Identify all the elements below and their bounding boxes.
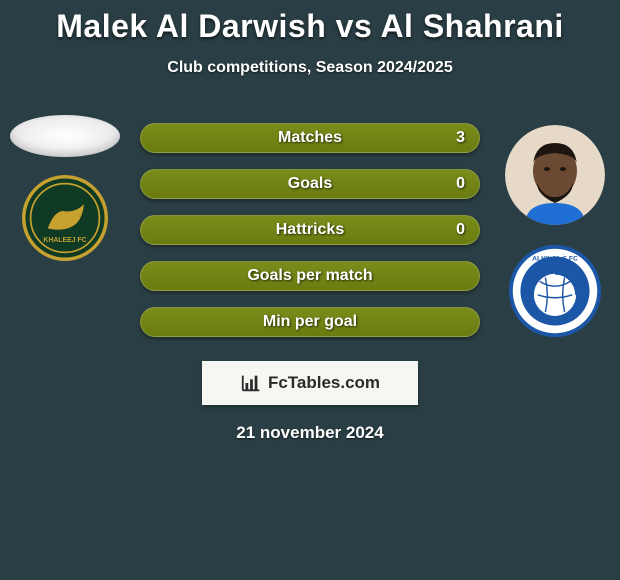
svg-text:KHALEEJ FC: KHALEEJ FC bbox=[43, 237, 86, 244]
stat-row: Goals0 bbox=[140, 169, 480, 199]
stat-label: Matches bbox=[141, 129, 479, 147]
stat-value-right: 0 bbox=[456, 221, 465, 239]
chart-icon bbox=[240, 372, 262, 394]
left-club-crest: KHALEEJ FC bbox=[22, 175, 108, 261]
stat-value-right: 3 bbox=[456, 129, 465, 147]
brand-box: FcTables.com bbox=[202, 361, 418, 405]
stat-label: Goals per match bbox=[141, 267, 479, 285]
left-player-column: KHALEEJ FC bbox=[0, 115, 130, 261]
page-subtitle: Club competitions, Season 2024/2025 bbox=[0, 59, 620, 77]
stat-label: Hattricks bbox=[141, 221, 479, 239]
stat-row: Goals per match bbox=[140, 261, 480, 291]
stat-label: Min per goal bbox=[141, 313, 479, 331]
footer-block: FcTables.com 21 november 2024 bbox=[0, 355, 620, 443]
date-text: 21 november 2024 bbox=[0, 423, 620, 443]
stat-row: Matches3 bbox=[140, 123, 480, 153]
stat-row: Min per goal bbox=[140, 307, 480, 337]
brand-text: FcTables.com bbox=[268, 373, 380, 393]
stat-label: Goals bbox=[141, 175, 479, 193]
left-player-avatar-placeholder bbox=[10, 115, 120, 157]
stat-row: Hattricks0 bbox=[140, 215, 480, 245]
stat-bars: Matches3Goals0Hattricks0Goals per matchM… bbox=[140, 123, 480, 353]
stat-value-right: 0 bbox=[456, 175, 465, 193]
page-title: Malek Al Darwish vs Al Shahrani bbox=[0, 0, 620, 45]
right-player-column: ALHILAL S.FC bbox=[490, 115, 620, 339]
right-player-avatar bbox=[505, 125, 605, 225]
svg-text:ALHILAL S.FC: ALHILAL S.FC bbox=[532, 255, 578, 262]
right-club-crest: ALHILAL S.FC bbox=[507, 243, 603, 339]
